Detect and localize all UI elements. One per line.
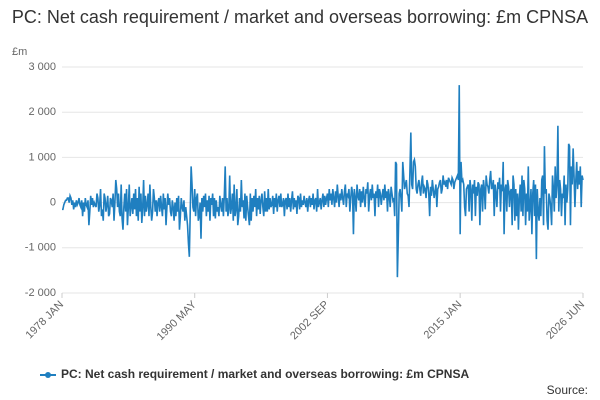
legend-label: PC: Net cash requirement / market and ov… <box>61 367 469 381</box>
y-tick-label: 3 000 <box>28 61 56 73</box>
x-tick-label: 2015 JAN <box>422 299 465 342</box>
legend-item: PC: Net cash requirement / market and ov… <box>40 367 469 381</box>
series-line <box>62 85 584 278</box>
y-tick-label: 1 000 <box>28 151 56 163</box>
x-tick-label: 1978 JAN <box>24 299 67 342</box>
x-tick-label: 1990 MAY <box>155 298 200 343</box>
x-tick-label: 2002 SEP <box>288 299 332 343</box>
y-tick-label: -1 000 <box>25 242 56 254</box>
y-tick-label: 0 <box>50 197 56 209</box>
legend-marker <box>45 372 51 378</box>
y-axis-label: £m <box>12 46 27 58</box>
y-tick-label: -2 000 <box>25 287 56 299</box>
y-tick-label: 2 000 <box>28 106 56 118</box>
chart-title: PC: Net cash requirement / market and ov… <box>11 7 589 27</box>
source: Source: <box>547 383 588 397</box>
x-tick-label: 2026 JUN <box>544 299 587 342</box>
